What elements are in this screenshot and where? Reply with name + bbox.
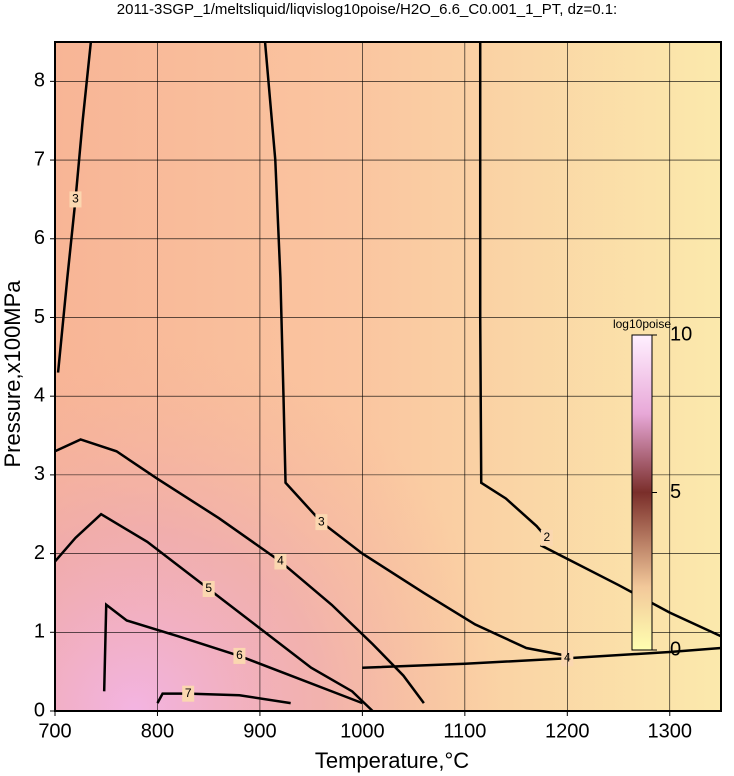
y-tick-label: 0 xyxy=(34,699,45,721)
y-tick-label: 1 xyxy=(34,621,45,643)
x-tick-label: 800 xyxy=(141,720,174,742)
contour-label-bg xyxy=(182,685,195,702)
contour-label: 7 xyxy=(185,686,192,700)
contour-label-bg xyxy=(540,529,553,546)
x-tick-label: 1000 xyxy=(340,720,385,742)
contour-label: 4 xyxy=(277,554,284,568)
colorbar-tick-label: 10 xyxy=(670,323,692,345)
x-axis-label: Temperature,°C xyxy=(315,748,469,773)
x-tick-label: 1200 xyxy=(545,720,590,742)
y-tick-label: 8 xyxy=(34,70,45,92)
x-tick-label: 1100 xyxy=(443,720,486,742)
y-tick-label: 5 xyxy=(34,306,45,328)
contour-label-bg xyxy=(69,191,82,208)
colorbar-tick-label: 5 xyxy=(670,481,681,503)
y-axis-label: Pressure,x100MPa xyxy=(0,280,25,468)
y-tick-label: 2 xyxy=(34,542,45,564)
x-tick-label: 1300 xyxy=(648,720,693,742)
y-tick-label: 7 xyxy=(34,148,45,170)
contour-label-bg xyxy=(315,514,328,531)
y-tick-label: 4 xyxy=(34,384,45,406)
y-tick-label: 6 xyxy=(34,227,45,249)
contour-label: 2 xyxy=(543,530,550,544)
chart-title: 2011-3SGP_1/meltsliquid/liqvislog10poise… xyxy=(117,1,617,18)
contour-label-bg xyxy=(233,647,246,664)
plot-shade xyxy=(55,42,721,711)
contour-label: 5 xyxy=(205,581,212,595)
plot-frame xyxy=(54,41,722,712)
colorbar-tick-label: 0 xyxy=(670,638,681,660)
x-tick-label: 700 xyxy=(38,720,71,742)
contour-label-bg xyxy=(274,553,287,570)
colorbar-label: log10poise xyxy=(613,317,671,331)
y-tick-label: 3 xyxy=(34,463,45,485)
contour-label: 3 xyxy=(318,514,325,528)
contour-line xyxy=(54,438,425,704)
x-tick-label: 900 xyxy=(243,720,276,742)
contour-label: 3 xyxy=(72,192,79,206)
contour-label: 6 xyxy=(236,648,243,662)
contour-line xyxy=(102,602,363,705)
colorbar xyxy=(631,334,653,651)
contour-label-bg xyxy=(202,581,215,598)
